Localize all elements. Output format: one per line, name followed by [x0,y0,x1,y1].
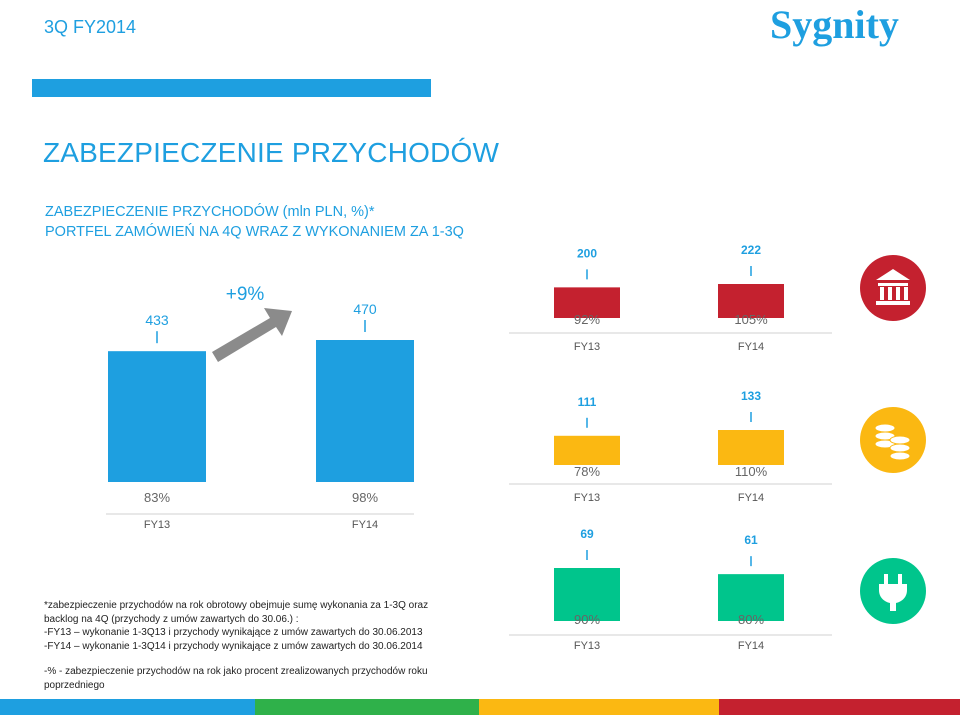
chart0-value-label-fy13: 433 [145,312,169,328]
chart3-value-label-fy14: 61 [744,533,758,547]
chart2-percent-label-fy13: 78% [574,464,600,479]
chart1-value-label-fy14: 222 [741,243,761,257]
chart0-bar-fy13 [108,351,206,482]
chart0-growth-label: +9% [226,284,265,305]
chart0-bar-fy14 [316,340,414,482]
chart3-category-label-fy14: FY14 [738,640,764,652]
chart0-percent-label-fy14: 98% [352,490,378,505]
coins-icon [860,407,926,473]
footer-bar-yellow [479,699,719,715]
footnote-line-6: poprzedniego [44,680,105,691]
subtitle-line-1: ZABEZPIECZENIE PRZYCHODÓW (mln PLN, %)* [45,204,375,220]
header-accent-bar [32,79,431,97]
sygnity-logo: Sygnity [770,2,899,47]
footnote-line-1: *zabezpieczenie przychodów na rok obroto… [44,600,429,611]
chart3-value-label-fy13: 69 [580,527,594,541]
footer-bar-green [255,699,479,715]
plug-icon [860,558,926,624]
chart1-bar-fy13 [554,287,620,318]
chart1-bar-fy14 [718,284,784,318]
chart3-category-label-fy13: FY13 [574,640,600,652]
chart2-bar-fy13 [554,435,620,465]
chart2-percent-label-fy14: 110% [735,464,768,479]
growth-arrow-icon [212,308,292,362]
chart2-category-label-fy14: FY14 [738,492,764,504]
chart0-value-label-fy14: 470 [353,301,377,317]
bank-icon [860,255,926,321]
chart3-bar-fy13 [554,568,620,621]
footnote-line-4: -FY14 – wykonanie 1-3Q14 i przychody wyn… [44,641,423,652]
footer-bar-red [719,699,960,715]
chart0-category-label-fy14: FY14 [352,519,378,531]
subtitle-line-2: PORTFEL ZAMÓWIEŃ NA 4Q WRAZ Z WYKONANIEM… [45,224,464,240]
chart2-category-label-fy13: FY13 [574,492,600,504]
chart2-value-label-fy13: 111 [578,395,597,409]
chart1-value-label-fy13: 200 [577,246,597,260]
page-title: ZABEZPIECZENIE PRZYCHODÓW [43,137,500,168]
chart2-bar-fy14 [718,430,784,465]
chart1-category-label-fy13: FY13 [574,341,600,353]
chart0-percent-label-fy13: 83% [144,490,170,505]
footnote-line-2: backlog na 4Q (przychody z umów zawartyc… [44,614,299,625]
header-title: 3Q FY2014 [44,17,137,37]
chart0-category-label-fy13: FY13 [144,519,170,531]
chart1-category-label-fy14: FY14 [738,341,764,353]
chart3-percent-label-fy13: 90% [574,612,600,627]
footnote-line-5: -% - zabezpieczenie przychodów na rok ja… [44,666,428,677]
chart3-bar-fy14 [718,574,784,621]
svg-text:Sygnity: Sygnity [770,2,899,47]
chart2-value-label-fy14: 133 [741,389,761,403]
footer-bar-blue [0,699,255,715]
chart3-percent-label-fy14: 80% [738,612,764,627]
chart1-percent-label-fy14: 105% [734,312,768,327]
chart1-percent-label-fy13: 92% [574,312,600,327]
footnote-line-3: -FY13 – wykonanie 1-3Q13 i przychody wyn… [44,627,423,638]
